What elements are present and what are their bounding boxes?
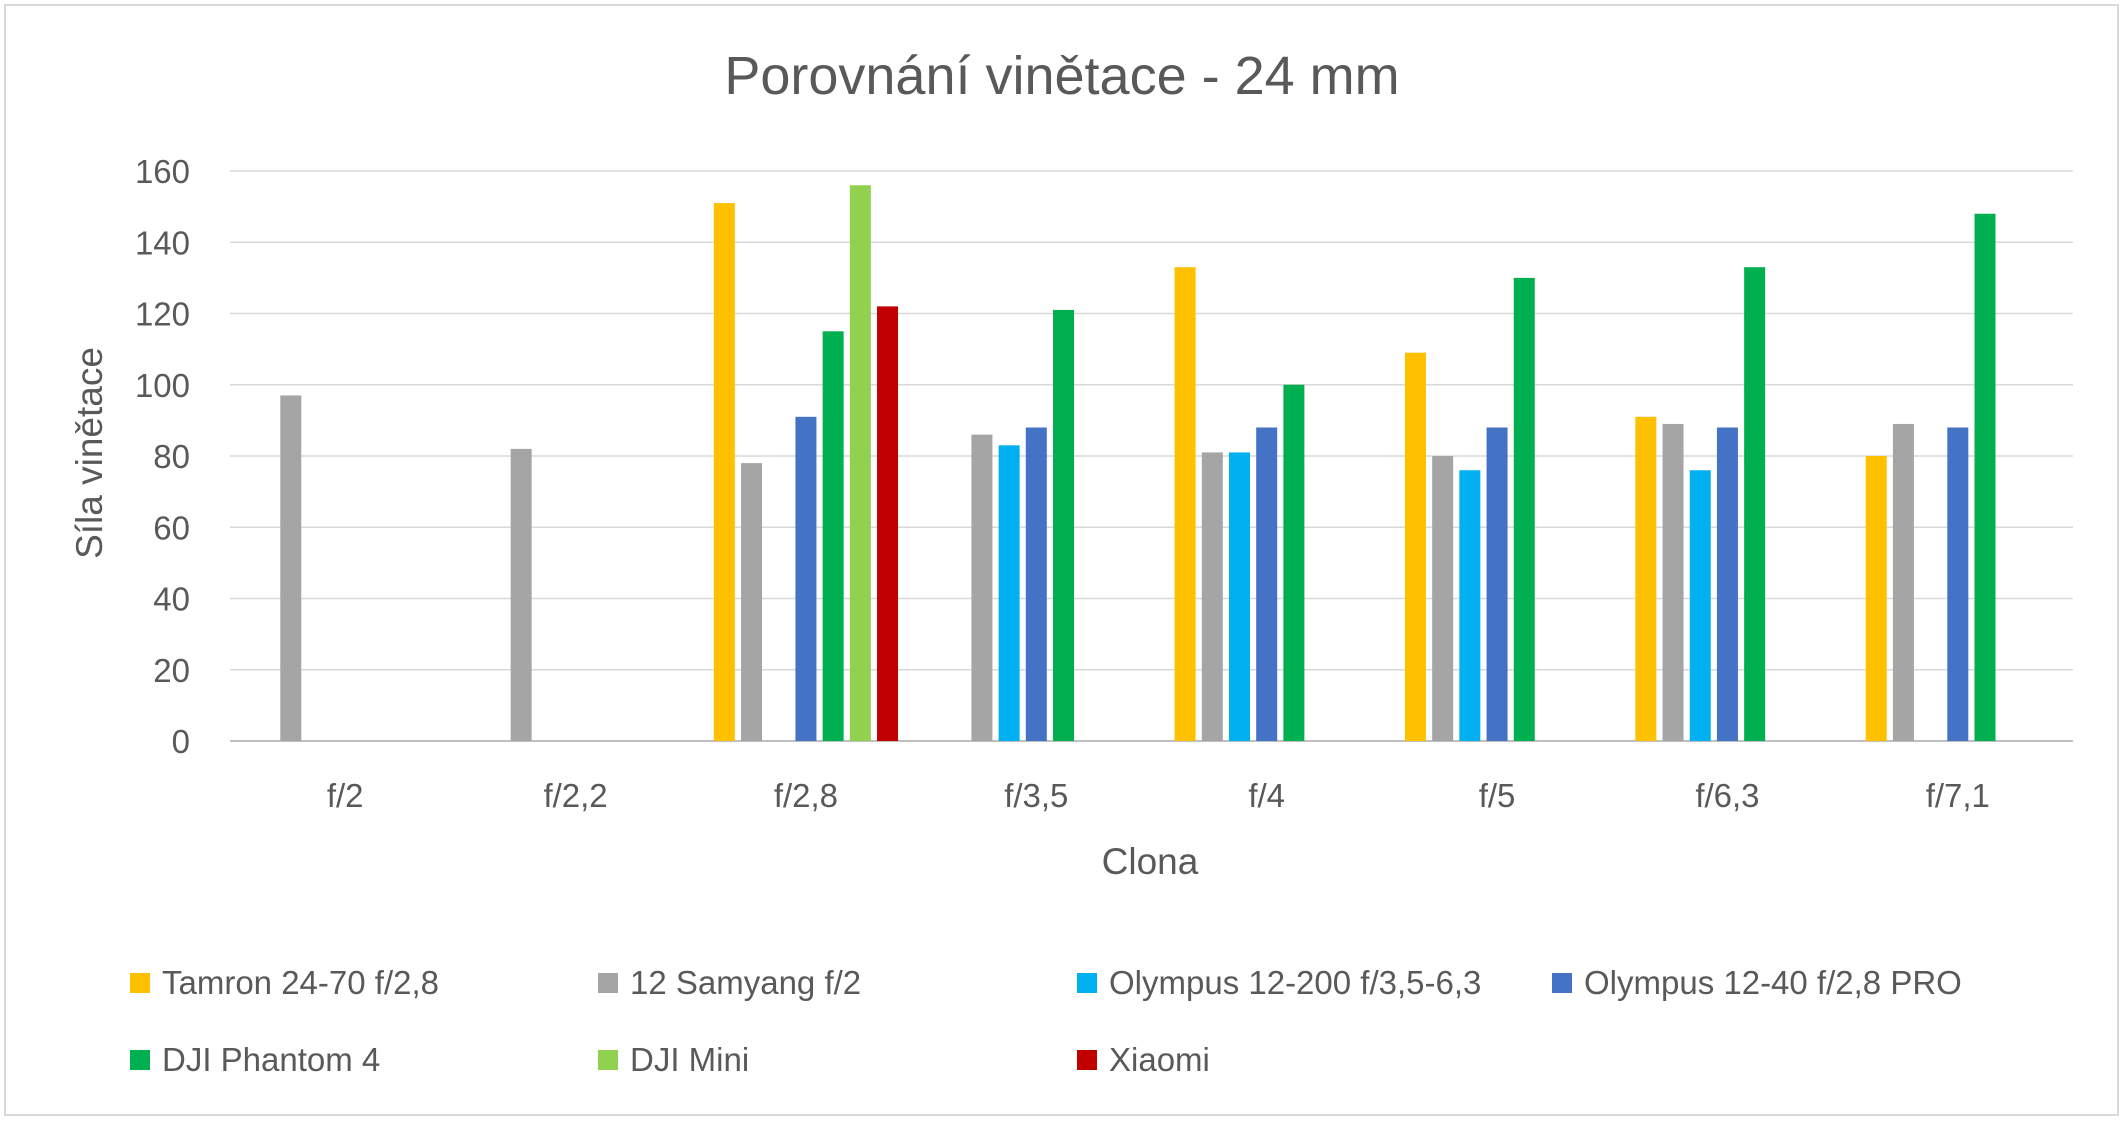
legend-label: Xiaomi	[1109, 1041, 1210, 1078]
x-axis-title: Clona	[1102, 841, 1199, 882]
bar-olympus-12-40-f-2-8-pro-4	[1256, 427, 1278, 741]
legend-label: DJI Mini	[630, 1041, 750, 1078]
bar-12-samyang-f-2-4	[1201, 452, 1223, 741]
bar-olympus-12-200-f-3-5-6-3-3	[998, 445, 1020, 741]
legend-swatch-olympus-12-200	[1077, 973, 1097, 993]
bar-dji-phantom-4-4	[1283, 384, 1305, 741]
bar-tamron-24-70-f-2-8-7	[1865, 456, 1887, 741]
x-tick-label: f/6,3	[1695, 777, 1759, 814]
gridlines	[230, 170, 2073, 742]
legend-item-xiaomi[interactable]: Xiaomi	[1077, 1040, 1210, 1080]
bar-olympus-12-200-f-3-5-6-3-4	[1228, 452, 1250, 741]
legend-swatch-olympus-12-40	[1552, 973, 1572, 993]
bar-olympus-12-200-f-3-5-6-3-6	[1689, 470, 1711, 741]
legend-label: Olympus 12-200 f/3,5-6,3	[1109, 964, 1482, 1001]
bar-12-samyang-f-2-5	[1432, 456, 1454, 741]
legend-item-olympus-12-200[interactable]: Olympus 12-200 f/3,5-6,3	[1077, 963, 1481, 1003]
bar-tamron-24-70-f-2-8-2	[713, 203, 735, 741]
x-tick-label: f/2,8	[774, 777, 838, 814]
legend-item-samyang[interactable]: 12 Samyang f/2	[598, 963, 861, 1003]
legend-swatch-dji-mini	[598, 1050, 618, 1070]
legend-label: DJI Phantom 4	[162, 1041, 381, 1078]
x-tick-label: f/5	[1479, 777, 1516, 814]
x-tick-label: f/4	[1248, 777, 1285, 814]
legend-label: 12 Samyang f/2	[630, 964, 862, 1001]
x-tick-label: f/7,1	[1926, 777, 1990, 814]
y-axis-ticks: 0 20 40 60 80 100 120 140 160	[135, 153, 190, 760]
y-tick-label: 100	[135, 367, 190, 404]
bar-olympus-12-40-f-2-8-pro-2	[795, 416, 817, 741]
bars	[280, 185, 1996, 741]
y-tick-label: 0	[172, 723, 190, 760]
legend-label: Olympus 12-40 f/2,8 PRO	[1584, 964, 1962, 1001]
bar-olympus-12-40-f-2-8-pro-6	[1716, 427, 1738, 741]
bar-tamron-24-70-f-2-8-5	[1404, 352, 1426, 741]
bar-tamron-24-70-f-2-8-4	[1174, 267, 1196, 741]
y-tick-label: 120	[135, 296, 190, 333]
y-tick-label: 80	[153, 438, 190, 475]
x-tick-label: f/3,5	[1004, 777, 1068, 814]
legend-item-tamron[interactable]: Tamron 24-70 f/2,8	[130, 963, 439, 1003]
x-tick-label: f/2,2	[543, 777, 607, 814]
legend-item-dji-mini[interactable]: DJI Mini	[598, 1040, 749, 1080]
bar-12-samyang-f-2-3	[971, 434, 993, 741]
y-tick-label: 160	[135, 153, 190, 190]
bar-12-samyang-f-2-2	[741, 463, 763, 741]
bar-dji-phantom-4-3	[1053, 309, 1075, 741]
legend-item-dji-phantom[interactable]: DJI Phantom 4	[130, 1040, 380, 1080]
bar-dji-phantom-4-2	[822, 331, 844, 741]
bar-xiaomi-2	[877, 306, 899, 741]
y-tick-label: 140	[135, 224, 190, 261]
legend-item-olympus-12-40[interactable]: Olympus 12-40 f/2,8 PRO	[1552, 963, 1962, 1003]
legend-swatch-xiaomi	[1077, 1050, 1097, 1070]
bar-12-samyang-f-2-7	[1892, 423, 1914, 741]
y-tick-label: 60	[153, 509, 190, 546]
y-axis-title: Síla vinětace	[69, 347, 110, 559]
bar-12-samyang-f-2-1	[510, 448, 532, 741]
chart-title: Porovnání vinětace - 24 mm	[724, 46, 1399, 106]
bar-tamron-24-70-f-2-8-6	[1635, 416, 1657, 741]
bar-dji-phantom-4-6	[1744, 267, 1766, 741]
bar-olympus-12-200-f-3-5-6-3-5	[1459, 470, 1481, 741]
bar-olympus-12-40-f-2-8-pro-7	[1947, 427, 1969, 741]
x-axis-ticks: f/2 f/2,2 f/2,8 f/3,5 f/4 f/5 f/6,3 f/7,1	[327, 777, 1990, 814]
bar-olympus-12-40-f-2-8-pro-3	[1025, 427, 1047, 741]
bar-dji-phantom-4-5	[1513, 277, 1535, 741]
legend-label: Tamron 24-70 f/2,8	[162, 964, 439, 1001]
bar-12-samyang-f-2-0	[280, 395, 302, 741]
bar-12-samyang-f-2-6	[1662, 423, 1684, 741]
x-tick-label: f/2	[327, 777, 364, 814]
legend-swatch-samyang	[598, 973, 618, 993]
bar-olympus-12-40-f-2-8-pro-5	[1486, 427, 1508, 741]
bar-dji-phantom-4-7	[1974, 213, 1996, 741]
bar-dji-mini-2	[849, 185, 871, 741]
y-tick-label: 40	[153, 581, 190, 618]
legend-swatch-tamron	[130, 973, 150, 993]
legend-swatch-dji-phantom	[130, 1050, 150, 1070]
y-tick-label: 20	[153, 652, 190, 689]
